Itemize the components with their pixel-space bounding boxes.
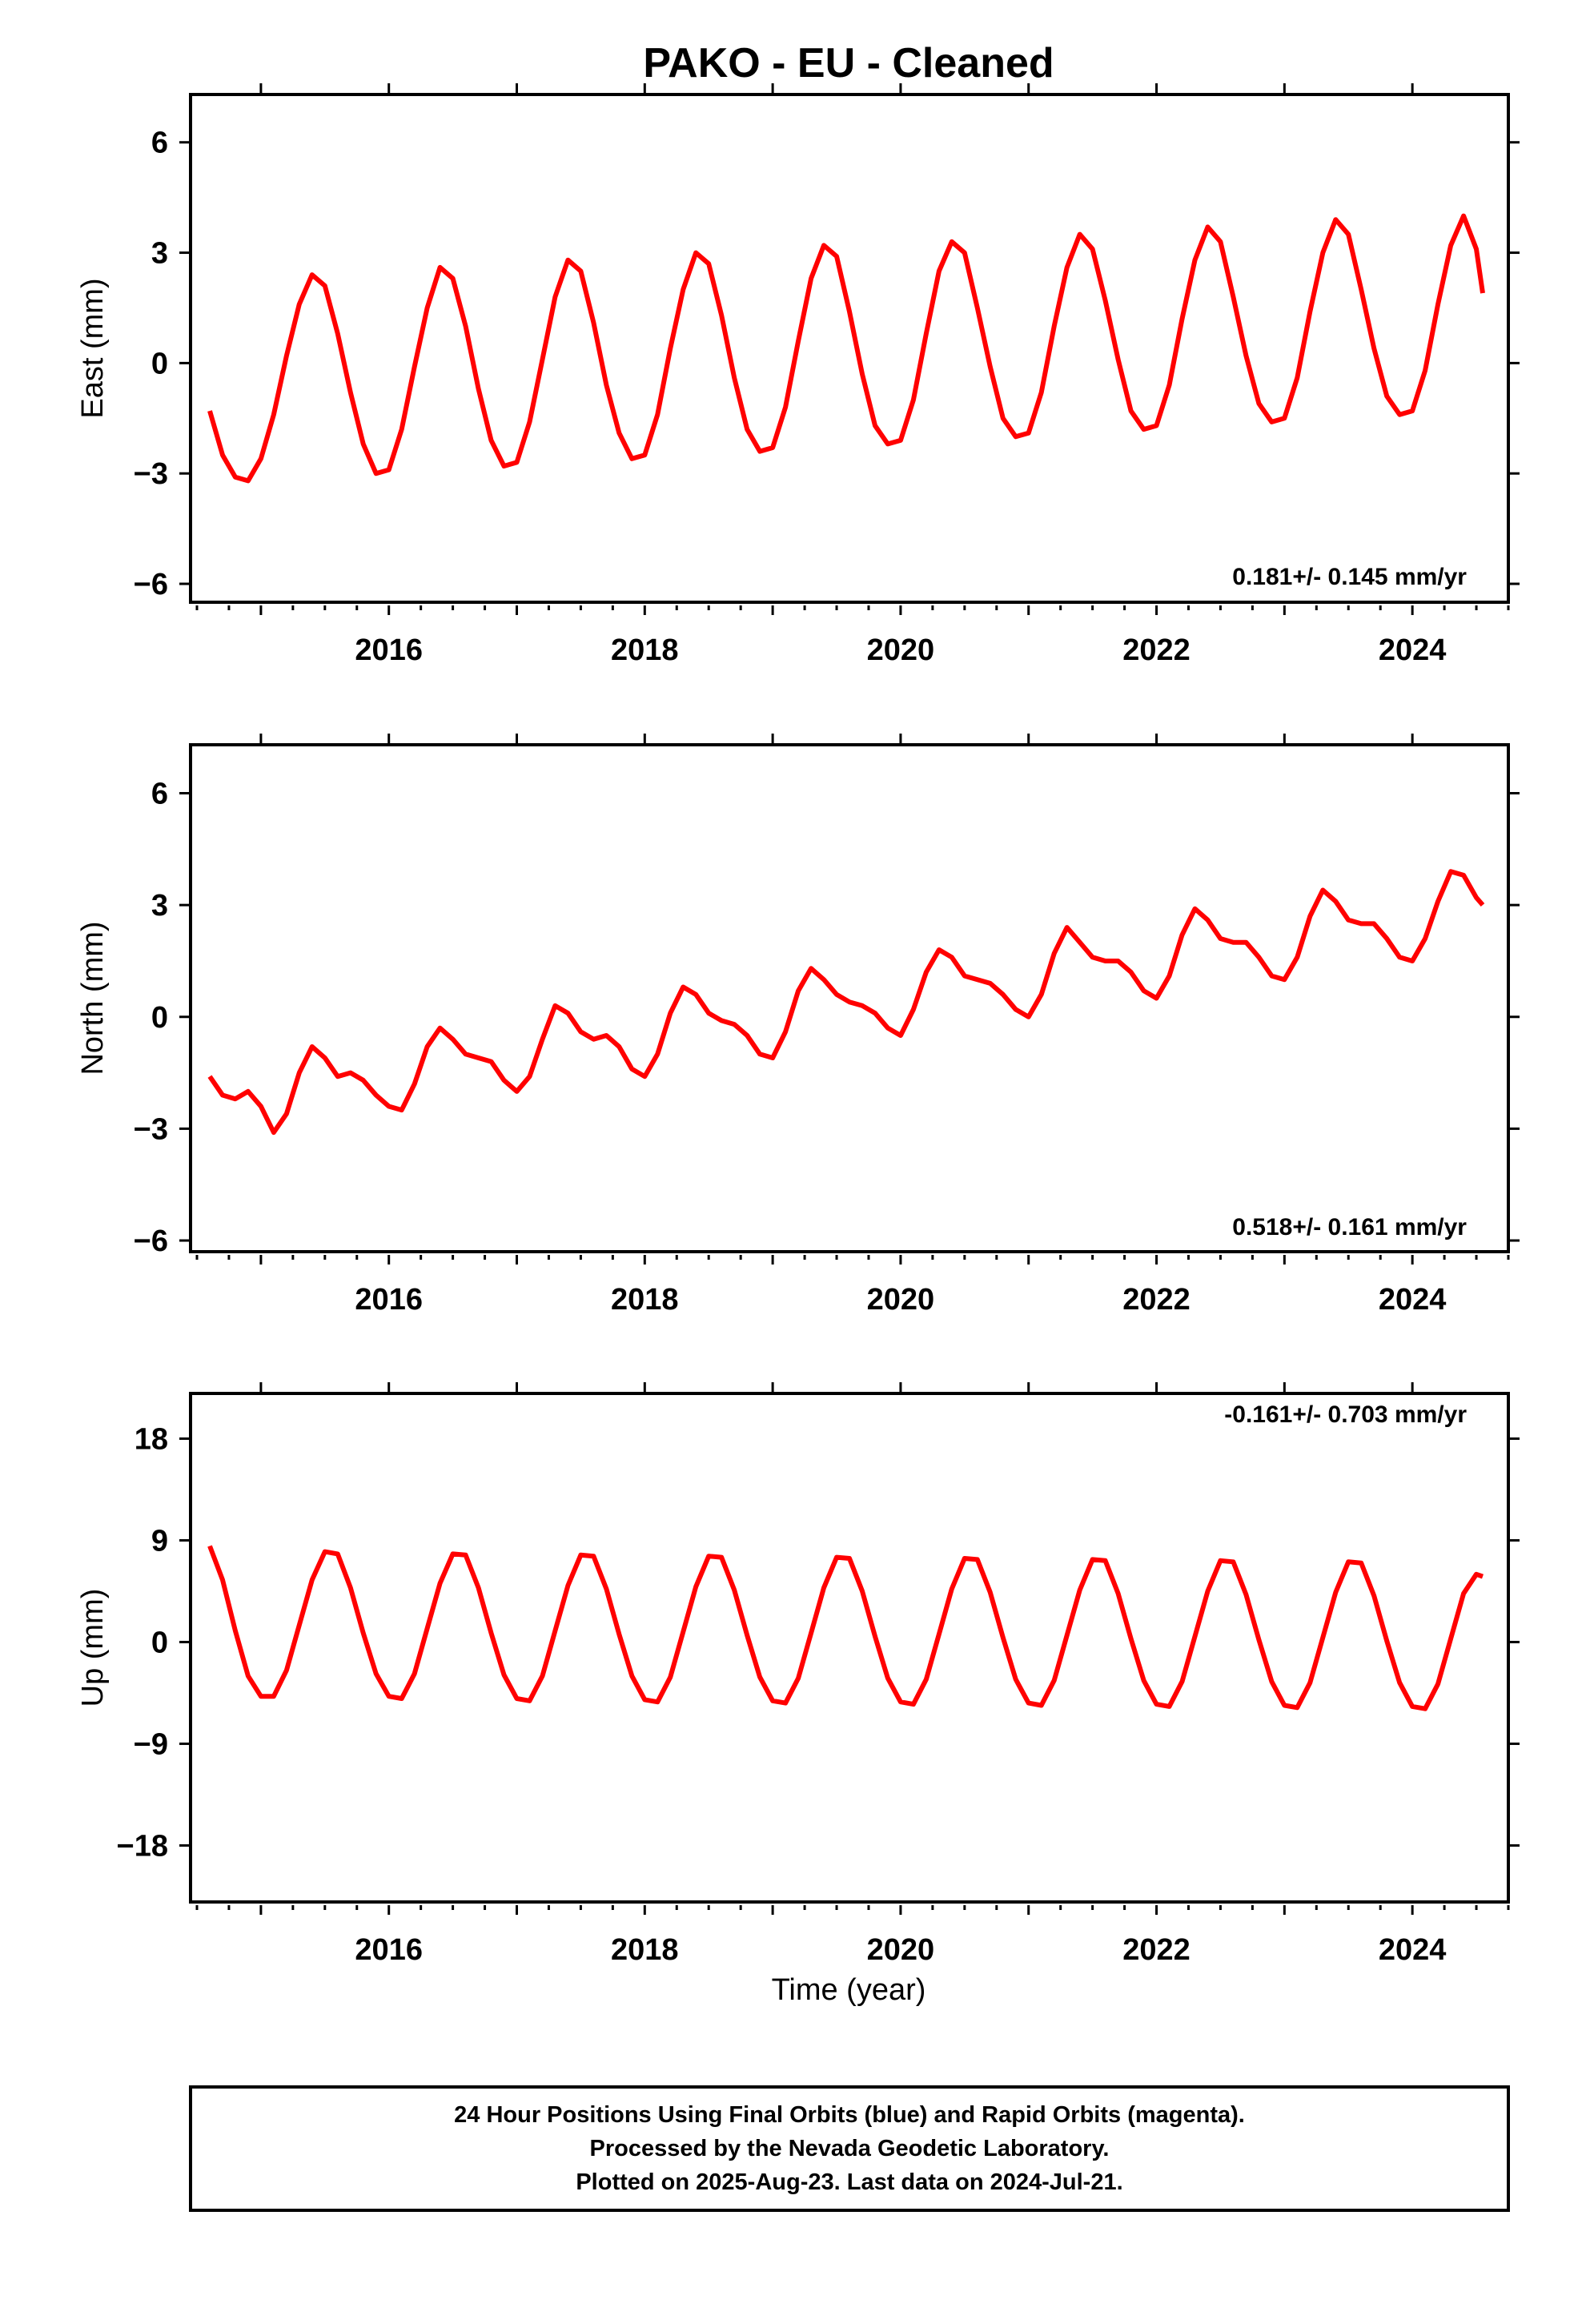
up-panel: 18 9 0 −9 −18 2016 2018 2020 2022 2024 Up (mm) -0.1… <box>76 1382 1520 1967</box>
east-x-tick-label: 2020 <box>867 633 935 667</box>
east-y-tick-label: 6 <box>151 127 168 160</box>
east-x-tick-label: 2024 <box>1379 633 1447 667</box>
north-plot-frame <box>189 743 1510 1253</box>
north-x-tick-label: 2018 <box>611 1283 679 1317</box>
east-x-tick-label: 2022 <box>1122 633 1191 667</box>
up-y-tick-label: 9 <box>151 1524 168 1558</box>
north-x-tick-label: 2020 <box>867 1283 935 1317</box>
east-y-tick-label: 0 <box>151 347 168 380</box>
north-y-tick-label: 0 <box>151 1001 168 1035</box>
east-x-tick-label: 2018 <box>611 633 679 667</box>
up-x-tick-label: 2020 <box>867 1933 935 1967</box>
up-y-tick-label: 0 <box>151 1626 168 1659</box>
chart-title: PAKO - EU - Cleaned <box>643 40 1054 86</box>
up-rate-label: -0.161+/- 0.703 mm/yr <box>1224 1401 1467 1428</box>
north-x-tick-label: 2024 <box>1379 1283 1447 1317</box>
footer-line-2: Processed by the Nevada Geodetic Laborat… <box>590 2136 1110 2161</box>
up-plot-frame <box>189 1392 1510 1904</box>
footer-box <box>189 2085 1510 2212</box>
east-x-tick-label: 2016 <box>355 633 423 667</box>
east-plot-frame <box>189 93 1510 604</box>
east-y-tick-label: −6 <box>134 568 168 601</box>
north-y-tick-label: −6 <box>134 1224 168 1258</box>
footer-line-1: 24 Hour Positions Using Final Orbits (bl… <box>454 2102 1245 2128</box>
up-y-tick-label: 18 <box>135 1422 168 1456</box>
east-model-curve <box>207 213 1485 484</box>
up-x-tick-label: 2016 <box>355 1933 423 1967</box>
footer-line-3: Plotted on 2025-Aug-23. Last data on 202… <box>576 2169 1122 2195</box>
north-y-tick-label: 3 <box>151 889 168 923</box>
up-x-tick-label: 2018 <box>611 1933 679 1967</box>
up-x-tick-label: 2024 <box>1379 1933 1447 1967</box>
east-panel: 6 3 0 −3 −6 2016 2018 2020 2022 2024 East (mm) 0.18… <box>76 83 1520 667</box>
north-model-curve <box>207 869 1485 1136</box>
north-rate-label: 0.518+/- 0.161 mm/yr <box>1232 1214 1467 1240</box>
north-y-axis-label: North (mm) <box>76 921 110 1075</box>
x-axis-label: Time (year) <box>772 1973 926 2007</box>
east-y-axis-label: East (mm) <box>76 278 110 418</box>
up-y-tick-label: −9 <box>134 1727 168 1761</box>
north-y-tick-label: 6 <box>151 778 168 811</box>
up-model-curve <box>207 1545 1484 1711</box>
north-x-tick-label: 2016 <box>355 1283 423 1317</box>
east-rate-label: 0.181+/- 0.145 mm/yr <box>1232 564 1467 590</box>
east-y-tick-label: 3 <box>151 237 168 271</box>
up-y-axis-label: Up (mm) <box>76 1589 110 1707</box>
north-panel: 6 3 0 −3 −6 2016 2018 2020 2022 2024 North (mm) 0.5… <box>76 734 1520 1317</box>
north-y-tick-label: −3 <box>134 1112 168 1146</box>
up-x-tick-label: 2022 <box>1122 1933 1191 1967</box>
north-x-tick-label: 2022 <box>1122 1283 1191 1317</box>
east-y-tick-label: −3 <box>134 457 168 491</box>
up-y-tick-label: −18 <box>117 1829 168 1863</box>
